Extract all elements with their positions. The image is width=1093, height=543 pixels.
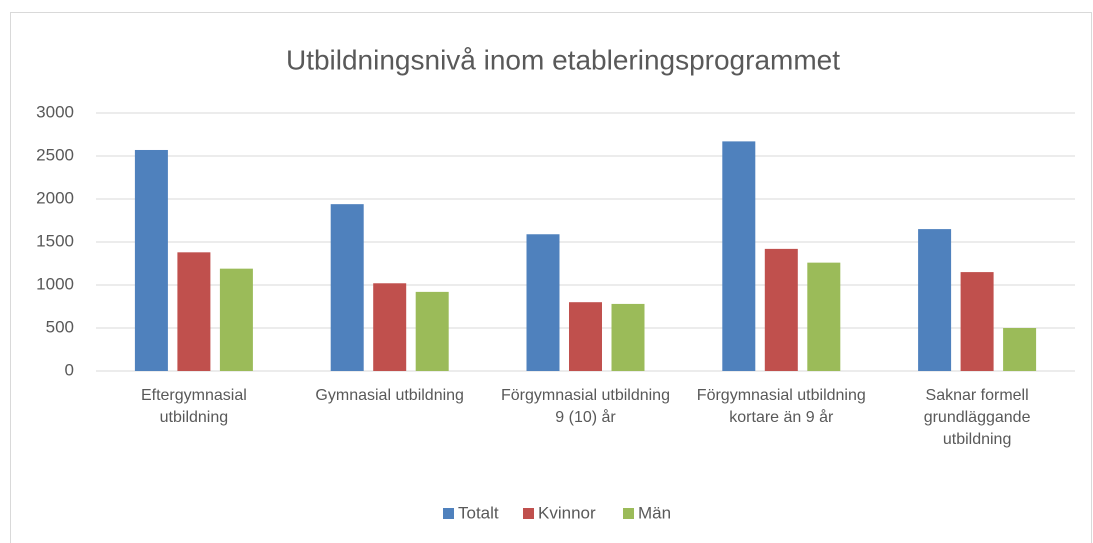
y-tick-label: 1500 <box>36 231 74 250</box>
bar <box>219 268 253 371</box>
bar <box>918 229 952 371</box>
x-tick-label: Förgymnasial utbildning kortare än 9 år <box>696 387 866 426</box>
bar <box>526 234 560 371</box>
bar <box>1003 328 1037 371</box>
x-tick-label: Förgymnasial utbildning 9 (10) år <box>501 387 670 426</box>
x-tick-label-box: Förgymnasial utbildning kortare än 9 år <box>696 387 866 426</box>
x-tick-label: Eftergymnasial utbildning <box>140 387 247 426</box>
legend-swatch <box>443 508 454 519</box>
y-tick-label: 500 <box>46 317 74 336</box>
bar <box>415 291 449 371</box>
bar <box>611 303 645 371</box>
bar <box>764 248 798 371</box>
bar <box>807 262 841 371</box>
bar <box>330 204 364 371</box>
legend-swatch <box>523 508 534 519</box>
bar <box>177 252 211 371</box>
bar <box>960 272 994 371</box>
y-tick-label: 0 <box>65 360 74 379</box>
x-tick-label: Gymnasial utbildning <box>315 387 464 404</box>
y-tick-label: 2000 <box>36 188 74 207</box>
x-tick-label: Saknar formell grundläggande utbildning <box>923 387 1031 448</box>
bar <box>569 302 602 371</box>
y-tick-label: 1000 <box>36 274 74 293</box>
y-tick-label: 3000 <box>36 102 74 121</box>
legend-label: Män <box>638 503 671 522</box>
chart-title: Utbildningsnivå inom etableringsprogramm… <box>286 44 840 75</box>
legend-swatch <box>623 508 634 519</box>
legend-label: Totalt <box>458 503 499 522</box>
legend-label: Kvinnor <box>538 503 596 522</box>
x-tick-label-box: Gymnasial utbildning <box>315 387 464 404</box>
x-tick-label-box: Eftergymnasial utbildning <box>140 387 247 426</box>
bar <box>373 283 407 371</box>
bar <box>134 149 168 371</box>
x-tick-label-box: Förgymnasial utbildning 9 (10) år <box>501 387 670 426</box>
y-tick-label: 2500 <box>36 145 74 164</box>
bar <box>722 141 756 371</box>
x-tick-label-box: Saknar formell grundläggande utbildning <box>923 387 1031 448</box>
